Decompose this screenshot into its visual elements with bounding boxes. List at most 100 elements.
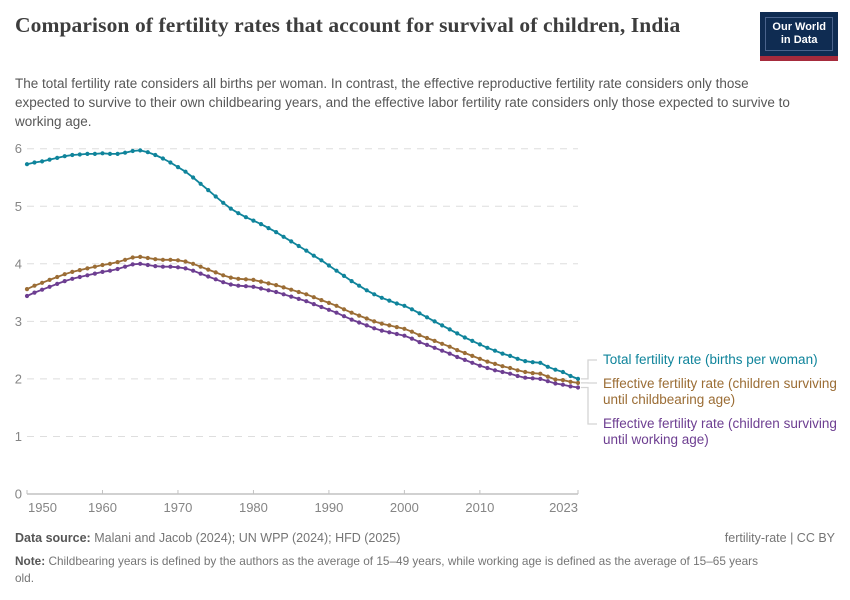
note-label: Note: — [15, 554, 46, 568]
owid-logo[interactable]: Our World in Data — [760, 12, 838, 61]
y-tick-label-5: 5 — [15, 199, 22, 214]
data-point — [515, 368, 520, 373]
data-point — [538, 371, 543, 376]
data-point — [266, 288, 271, 293]
data-point — [424, 315, 430, 320]
data-point — [470, 360, 475, 365]
data-point — [32, 283, 37, 288]
data-point — [168, 257, 173, 262]
data-point — [115, 151, 120, 156]
data-point — [508, 365, 513, 371]
data-point — [130, 262, 135, 267]
data-point — [341, 307, 347, 312]
data-point — [130, 255, 135, 260]
data-point — [440, 323, 445, 328]
data-point — [545, 374, 550, 379]
data-point — [492, 348, 498, 353]
data-point — [447, 327, 452, 332]
x-tick-label-2000: 2000 — [390, 500, 419, 515]
data-point — [372, 326, 377, 331]
data-point — [508, 353, 513, 358]
data-point — [289, 239, 294, 244]
data-point — [258, 279, 264, 284]
data-point — [349, 317, 354, 322]
data-point — [402, 303, 407, 308]
data-point — [289, 287, 294, 292]
data-point — [485, 365, 490, 371]
data-point — [228, 282, 233, 287]
data-point — [168, 160, 173, 165]
footer-note-row: Note: Childbearing years is defined by t… — [15, 553, 775, 587]
series-line-0 — [24, 148, 581, 381]
data-point — [228, 275, 233, 280]
data-point — [70, 276, 75, 281]
data-point — [477, 356, 482, 361]
data-point — [47, 157, 52, 162]
data-point — [123, 264, 128, 269]
data-point — [281, 234, 286, 239]
data-point — [236, 211, 241, 216]
data-point — [334, 303, 339, 308]
data-point — [274, 230, 279, 235]
data-point — [85, 273, 90, 278]
data-point — [191, 261, 196, 266]
data-point — [221, 280, 226, 285]
data-point — [553, 377, 558, 382]
legend-total-fertility-rate[interactable]: Total fertility rate (births per woman) — [603, 352, 818, 367]
data-point — [236, 276, 241, 281]
data-point — [560, 378, 566, 383]
data-point — [266, 281, 271, 286]
data-point — [424, 342, 430, 347]
data-point — [304, 248, 309, 253]
data-point — [447, 344, 452, 349]
data-point — [115, 266, 120, 272]
data-point — [387, 298, 392, 303]
data-point — [40, 280, 45, 285]
x-tick-label-1970: 1970 — [163, 500, 192, 515]
data-point — [228, 206, 233, 211]
data-point — [387, 323, 392, 328]
chart-area: 0 1 2 3 4 5 6 1950 1960 1970 1980 1990 2000 2010 2023 … — [0, 130, 850, 530]
chart-legend: Total fertility rate (births per woman) … — [603, 352, 850, 449]
data-point — [568, 384, 573, 389]
data-point — [77, 268, 82, 273]
fertility-line-chart: 0 1 2 3 4 5 6 1950 1960 1970 1980 1990 2000 2010 2023 — [15, 141, 597, 515]
data-point — [500, 369, 505, 375]
data-point — [492, 368, 498, 373]
data-source-label: Data source: — [15, 531, 91, 545]
data-point — [258, 286, 264, 291]
data-point — [349, 279, 354, 284]
x-tick-label-1980: 1980 — [239, 500, 268, 515]
y-tick-label-2: 2 — [15, 371, 22, 386]
data-point — [62, 154, 67, 159]
data-source-text[interactable]: Malani and Jacob (2024); UN WPP (2024); … — [94, 531, 401, 545]
data-point — [175, 165, 181, 170]
data-point — [145, 255, 150, 261]
legend-connector-0 — [581, 359, 597, 380]
data-point — [243, 277, 248, 282]
data-point — [530, 371, 535, 376]
x-tick-label-2023: 2023 — [549, 500, 578, 515]
data-point — [251, 218, 256, 223]
data-point — [417, 340, 422, 345]
data-point — [138, 261, 143, 266]
data-point — [523, 375, 528, 380]
data-point — [24, 293, 30, 299]
data-point — [319, 258, 324, 263]
data-point — [281, 292, 286, 297]
data-point — [560, 369, 566, 375]
owid-logo-text: Our World in Data — [765, 17, 833, 51]
data-point — [334, 268, 339, 273]
data-point — [432, 345, 437, 350]
data-point — [560, 382, 566, 387]
data-point — [372, 292, 377, 297]
data-point — [92, 271, 97, 276]
data-point — [432, 319, 437, 324]
legend-effective-fertility-working[interactable]: Effective fertility rate (children survi… — [603, 415, 837, 448]
license-text[interactable]: fertility-rate | CC BY — [724, 531, 835, 545]
data-point — [85, 151, 90, 156]
legend-effective-fertility-childbearing[interactable]: Effective fertility rate (children survi… — [603, 375, 837, 408]
data-point — [153, 152, 158, 158]
data-point — [100, 262, 105, 268]
